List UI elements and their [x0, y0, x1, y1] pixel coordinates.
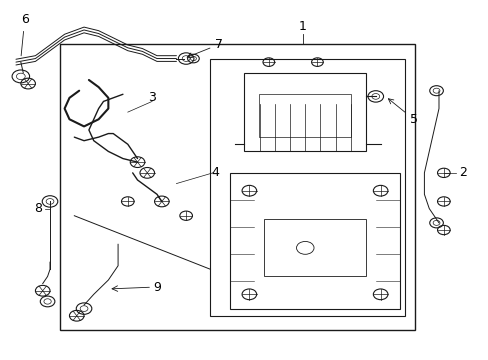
- Bar: [60, 44, 414, 330]
- Bar: [244, 73, 366, 152]
- Text: 6: 6: [21, 13, 29, 56]
- Bar: [264, 219, 366, 276]
- Text: 3: 3: [148, 91, 156, 104]
- Text: 2: 2: [458, 166, 466, 179]
- Bar: [210, 59, 404, 316]
- Bar: [229, 173, 399, 309]
- Text: 7: 7: [187, 38, 223, 58]
- Bar: [259, 94, 351, 137]
- Text: 4: 4: [211, 166, 219, 179]
- Text: 8: 8: [34, 202, 42, 215]
- Text: 5: 5: [387, 99, 417, 126]
- Text: 9: 9: [153, 281, 161, 294]
- Text: 1: 1: [298, 20, 306, 33]
